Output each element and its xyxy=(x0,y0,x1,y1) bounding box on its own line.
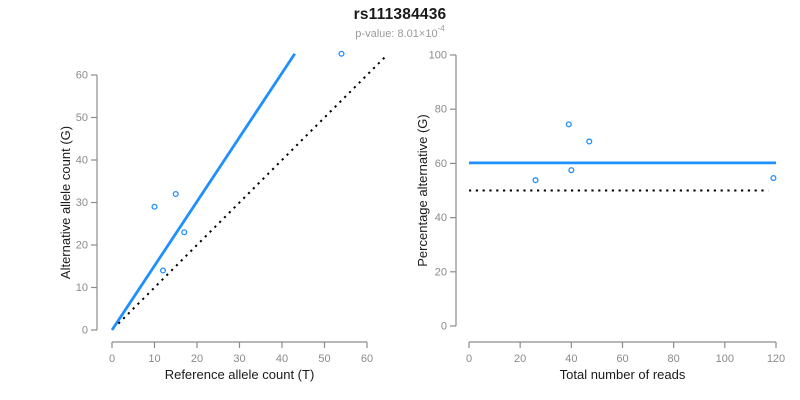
x-tick-label: 40 xyxy=(276,353,288,365)
data-point xyxy=(181,229,188,236)
page-subtitle: p-value: 8.01×10-4 xyxy=(0,24,800,40)
y-tick-label: 40 xyxy=(76,155,88,167)
panel-left: 0 10 20 30 40 50 60 0 10 20 30 40 50 60 Reference alle… xyxy=(58,50,387,382)
y-tick-label: 40 xyxy=(435,212,447,224)
pvalue-exponent: -4 xyxy=(437,24,445,33)
data-point xyxy=(172,190,179,198)
y-tick-label: 10 xyxy=(76,282,88,294)
y-axis-title: Percentage alternative (G) xyxy=(415,114,430,266)
y-axis-title: Alternative allele count (G) xyxy=(58,126,73,279)
page-title: rs111384436 xyxy=(353,6,447,23)
x-tick-label: 50 xyxy=(318,353,330,365)
x-tick-label: 40 xyxy=(565,353,577,365)
y-tick-label: 0 xyxy=(441,321,447,333)
x-tick-label: 80 xyxy=(668,353,680,365)
x-tick-label: 10 xyxy=(148,353,160,365)
y-tick-label: 100 xyxy=(429,50,447,62)
x-tick-label: 60 xyxy=(616,353,628,365)
data-point xyxy=(338,50,345,57)
x-axis-title: Total number of reads xyxy=(560,367,686,382)
y-tick-label: 80 xyxy=(435,104,447,116)
y-tick-label: 20 xyxy=(76,240,88,252)
data-point xyxy=(151,203,158,210)
data-point xyxy=(159,267,167,274)
y-tick-label: 30 xyxy=(76,197,88,209)
x-tick-label: 20 xyxy=(514,353,526,365)
x-tick-label: 0 xyxy=(109,353,115,365)
x-tick-label: 20 xyxy=(191,353,203,365)
x-tick-label: 0 xyxy=(466,353,472,365)
data-point xyxy=(568,167,575,174)
data-point xyxy=(770,174,777,182)
x-tick-label: 120 xyxy=(767,353,785,365)
y-tick-label: 60 xyxy=(435,158,447,170)
x-tick-label: 60 xyxy=(361,353,373,365)
x-tick-label: 100 xyxy=(716,353,734,365)
panel-right: 0 20 40 60 80 100 120 0 20 40 60 80 100 Total number … xyxy=(415,50,785,383)
x-axis-title: Reference allele count (T) xyxy=(165,367,315,382)
pvalue-text: p-value: 8.01×10 xyxy=(355,28,438,40)
y-tick-label: 20 xyxy=(435,266,447,278)
fit-line xyxy=(110,52,296,331)
identity-line xyxy=(117,55,387,325)
y-tick-label: 50 xyxy=(76,112,88,124)
x-tick-label: 30 xyxy=(233,353,245,365)
data-point xyxy=(532,177,539,184)
data-point xyxy=(586,138,593,145)
data-point xyxy=(565,121,572,128)
y-tick-label: 0 xyxy=(82,325,88,337)
y-tick-label: 60 xyxy=(76,70,88,82)
